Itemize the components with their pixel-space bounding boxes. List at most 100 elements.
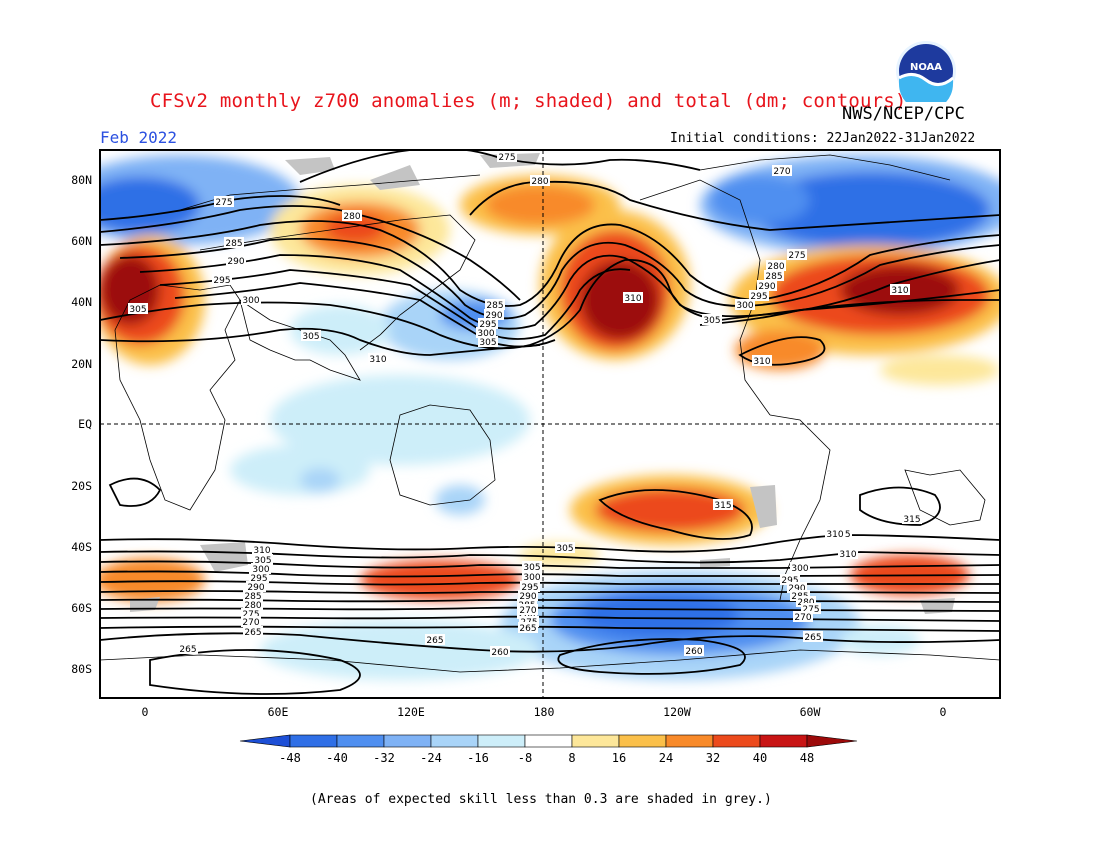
contour-label: 265 — [803, 631, 823, 643]
lon-label: 0 — [142, 705, 149, 719]
lon-label: 60E — [268, 705, 289, 719]
colorbar-swatch — [759, 734, 808, 748]
svg-text:310: 310 — [839, 550, 856, 560]
svg-text:295: 295 — [781, 576, 798, 586]
contour-label: 300 — [735, 299, 755, 311]
svg-text:305: 305 — [302, 332, 319, 342]
contour-label: 290 — [246, 581, 266, 593]
colorbar-ticks: -48 -40 -32 -24 -16 -8 8 16 24 32 40 48 — [279, 751, 814, 765]
colorbar-tick-label: 32 — [706, 751, 720, 765]
svg-text:285: 285 — [244, 592, 261, 602]
contour-label: 295 — [749, 290, 769, 302]
organization-label: NWS/NCEP/CPC — [842, 104, 965, 124]
contour-label: 300 — [790, 562, 810, 574]
contour-label: 305 — [301, 330, 321, 342]
contour-label: 270 — [772, 165, 792, 177]
map-frame — [99, 149, 1001, 699]
lat-label: 60S — [71, 601, 92, 615]
contour-label: 310 — [368, 353, 388, 365]
colorbar-tick-label: -32 — [373, 751, 395, 765]
contour-label: 275 — [241, 608, 261, 620]
svg-text:310: 310 — [253, 546, 270, 556]
contour-label: 310 — [752, 355, 772, 367]
svg-text:290: 290 — [519, 592, 536, 602]
svg-text:300: 300 — [736, 301, 753, 311]
colorbar-swatch — [571, 734, 620, 748]
contour-label: 310 — [623, 292, 643, 304]
contour-label: 270 — [241, 616, 261, 628]
contour-label: 290 — [484, 309, 504, 321]
contour-label: 280 — [530, 175, 550, 187]
colorbar-swatch — [383, 734, 432, 748]
svg-text:300: 300 — [523, 573, 540, 583]
svg-text:265: 265 — [244, 628, 261, 638]
contour-label: 270 — [793, 611, 813, 623]
svg-text:280: 280 — [531, 177, 548, 187]
svg-text:265: 265 — [426, 636, 443, 646]
svg-text:305: 305 — [523, 563, 540, 573]
svg-text:265: 265 — [519, 624, 536, 634]
skill-footnote: (Areas of expected skill less than 0.3 a… — [310, 792, 772, 807]
lat-label: 40S — [71, 540, 92, 554]
contour-label: 275 — [214, 196, 234, 208]
svg-text:295: 295 — [521, 583, 538, 593]
contour-label: 285 — [764, 270, 784, 282]
svg-text:280: 280 — [343, 212, 360, 222]
contour-labels: 2752802702752802852902953003103053102852… — [128, 151, 922, 658]
contour-label: 305 — [522, 561, 542, 573]
colorbar-swatch — [524, 734, 573, 748]
contour-label: 300 — [522, 571, 542, 583]
longitude-axis: 0 60E 120E 180 120W 60W 0 — [142, 705, 947, 719]
contour-label: 280 — [766, 260, 786, 272]
contour-label: 300 — [476, 327, 496, 339]
contour-label: 295 — [478, 318, 498, 330]
contour-label: 260 — [490, 646, 510, 658]
contour-label: 310 — [825, 528, 845, 540]
contour-label: 310 — [890, 284, 910, 296]
lat-label: 80N — [71, 173, 92, 187]
colorbar-swatch — [336, 734, 385, 748]
colorbar-tick-label: -8 — [518, 751, 532, 765]
svg-text:310: 310 — [826, 530, 843, 540]
svg-text:315: 315 — [714, 501, 731, 511]
contour-label: 305 — [128, 303, 148, 315]
svg-text:310: 310 — [369, 355, 386, 365]
svg-text:305: 305 — [703, 316, 720, 326]
svg-text:285: 285 — [486, 301, 503, 311]
svg-text:290: 290 — [247, 583, 264, 593]
lat-label: 60N — [71, 234, 92, 248]
colorbar-swatch — [712, 734, 761, 748]
svg-text:300: 300 — [252, 565, 269, 575]
svg-text:275: 275 — [788, 251, 805, 261]
svg-text:265: 265 — [804, 633, 821, 643]
lon-label: 0 — [940, 705, 947, 719]
svg-text:315: 315 — [903, 515, 920, 525]
lon-label: 120W — [663, 705, 691, 719]
colorbar-tick-label: -16 — [467, 751, 489, 765]
colorbar — [239, 734, 858, 748]
lon-label: 60W — [800, 705, 821, 719]
contour-label: 315 — [713, 499, 733, 511]
colorbar-tick-label: -48 — [279, 751, 301, 765]
colorbar-tick-label: 24 — [659, 751, 673, 765]
contour-label: 305 — [253, 554, 273, 566]
colorbar-tick-label: 40 — [753, 751, 767, 765]
svg-text:260: 260 — [685, 647, 702, 657]
svg-text:290: 290 — [227, 257, 244, 267]
svg-text:280: 280 — [767, 262, 784, 272]
contour-label: 275 — [801, 603, 821, 615]
initial-conditions-label: Initial conditions: 22Jan2022-31Jan2022 — [670, 131, 976, 146]
colorbar-swatch — [430, 734, 479, 748]
contour-label: 300 — [251, 563, 271, 575]
contour-label: 305 — [702, 314, 722, 326]
lat-label: 20S — [71, 479, 92, 493]
height-contours — [100, 150, 1000, 695]
forecast-period: Feb 2022 — [100, 128, 178, 147]
contour-label: 295 — [249, 572, 269, 584]
chart-title: CFSv2 monthly z700 anomalies (m; shaded)… — [150, 90, 907, 112]
lon-label: 180 — [534, 705, 555, 719]
svg-text:260: 260 — [491, 648, 508, 658]
lat-label: 20N — [71, 357, 92, 371]
logo-text: NOAA — [910, 62, 942, 73]
svg-text:270: 270 — [519, 606, 536, 616]
